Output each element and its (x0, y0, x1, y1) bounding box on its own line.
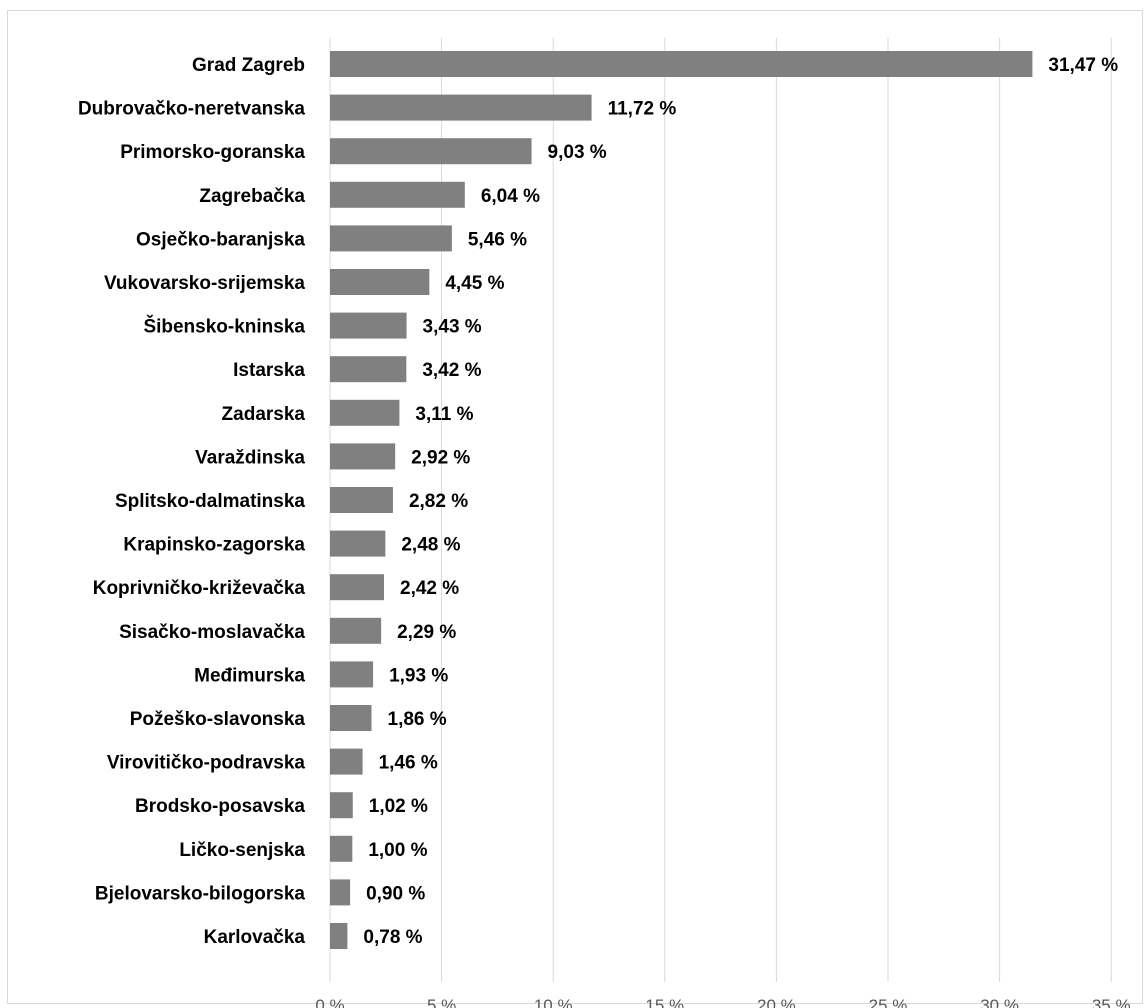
category-label: Grad Zagreb (192, 55, 305, 76)
data-label: 2,42 % (400, 578, 459, 599)
category-label: Splitsko-dalmatinska (115, 491, 305, 512)
bar (330, 487, 393, 513)
category-label: Varaždinska (195, 447, 305, 468)
category-label: Požeško-slavonska (130, 709, 306, 730)
bar (330, 94, 592, 121)
bar (330, 530, 386, 557)
bar (330, 399, 400, 426)
bar (330, 705, 372, 731)
data-label: 3,42 % (422, 360, 481, 381)
x-tick-label: 10 % (534, 996, 573, 1008)
category-label: Istarska (233, 360, 305, 381)
data-label: 1,86 % (388, 709, 447, 730)
bar (330, 748, 363, 775)
bar (330, 356, 407, 383)
bar (330, 879, 351, 906)
category-label: Karlovačka (204, 927, 306, 948)
category-label: Bjelovarsko-bilogorska (95, 883, 306, 904)
bar (330, 138, 532, 165)
category-label: Ličko-senjska (179, 840, 305, 861)
data-label: 1,02 % (369, 796, 428, 817)
bar (330, 574, 385, 601)
x-tick-label: 5 % (427, 996, 456, 1008)
bar (330, 181, 465, 208)
bar (330, 792, 353, 819)
bar (330, 617, 382, 644)
category-label: Zagrebačka (199, 186, 305, 207)
data-labels: 31,47 % 11,72 % 9,03 % 6,04 % 5,46 % 4,45 % 3,… (363, 55, 1118, 948)
category-label: Šibensko-kninska (143, 316, 305, 338)
bar (330, 661, 374, 688)
category-label: Brodsko-posavska (135, 796, 305, 817)
x-tick-label: 25 % (869, 996, 908, 1008)
data-label: 0,90 % (366, 883, 425, 904)
data-label: 5,46 % (468, 229, 527, 250)
data-label: 2,29 % (397, 622, 456, 643)
category-label: Virovitičko-podravska (107, 753, 306, 774)
category-label: Osječko-baranjska (136, 229, 305, 250)
data-label: 3,43 % (423, 317, 482, 338)
x-tick-label: 0 % (315, 996, 344, 1008)
bar (330, 51, 1033, 77)
data-label: 11,72 % (608, 99, 677, 120)
data-label: 9,03 % (548, 142, 607, 163)
category-label: Zadarska (222, 404, 306, 425)
chart-frame (7, 10, 1143, 1004)
x-tick-label: 35 % (1092, 996, 1131, 1008)
category-label: Međimurska (194, 665, 305, 686)
data-label: 2,48 % (401, 535, 460, 556)
x-tick-label: 30 % (980, 996, 1019, 1008)
data-label: 2,82 % (409, 491, 468, 512)
bar (330, 443, 396, 470)
data-label: 3,11 % (415, 404, 473, 425)
bar (330, 225, 452, 252)
data-label: 6,04 % (481, 186, 540, 207)
category-label: Sisačko-moslavačka (119, 622, 305, 643)
category-label: Dubrovačko-neretvanska (78, 99, 305, 120)
category-labels: Grad Zagreb Dubrovačko-neretvanska Primors… (78, 55, 305, 948)
category-label: Koprivničko-križevačka (93, 578, 306, 599)
data-label: 1,46 % (379, 753, 438, 774)
bar (330, 835, 353, 862)
category-label: Krapinsko-zagorska (123, 535, 305, 556)
data-label: 4,45 % (445, 273, 504, 294)
bar (330, 312, 407, 339)
category-label: Primorsko-goranska (120, 142, 305, 163)
data-label: 31,47 % (1048, 55, 1118, 76)
bar (330, 923, 348, 949)
bars (330, 51, 1033, 949)
bar (330, 269, 430, 295)
data-label: 0,78 % (363, 927, 422, 948)
data-label: 2,92 % (411, 447, 470, 468)
data-label: 1,93 % (389, 665, 448, 686)
x-axis-tick-labels: 0 % 5 % 10 % 15 % 20 % 25 % 30 % 35 % (315, 996, 1130, 1008)
x-tick-label: 20 % (757, 996, 796, 1008)
data-label: 1,00 % (368, 840, 427, 861)
category-label: Vukovarsko-srijemska (104, 273, 305, 294)
x-tick-label: 15 % (645, 996, 684, 1008)
